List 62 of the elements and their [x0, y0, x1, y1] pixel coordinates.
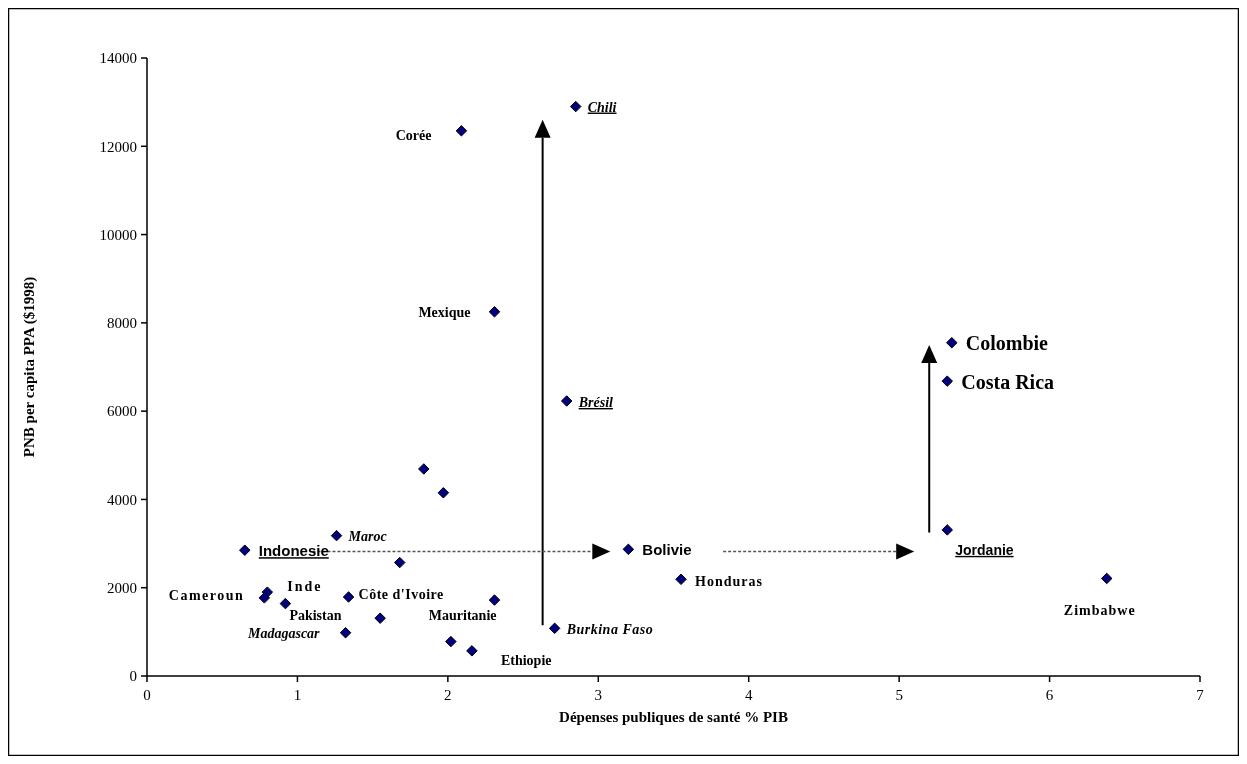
annotation: Ethiopie — [500, 652, 552, 668]
point — [675, 573, 687, 586]
y-tick-label: 2000 — [107, 579, 137, 596]
y-tick-label: 10000 — [99, 226, 137, 243]
annotation: Cameroun — [168, 587, 245, 603]
y-tick-label: 8000 — [107, 315, 137, 332]
point — [548, 622, 561, 635]
annotation: Costa Rica — [961, 371, 1055, 394]
y-tick-label: 12000 — [99, 138, 137, 155]
point — [437, 487, 450, 499]
y-tick-label: 4000 — [107, 491, 137, 508]
point — [258, 592, 271, 604]
point — [941, 524, 954, 536]
annotation: Maroc — [347, 528, 388, 544]
annotation: Jordanie — [955, 541, 1014, 558]
annotation: Honduras — [695, 574, 763, 590]
x-tick-label: 7 — [1196, 687, 1205, 703]
annotation: Zimbabwe — [1063, 603, 1136, 619]
point — [342, 591, 355, 603]
point — [279, 597, 292, 610]
point — [330, 529, 343, 542]
annotation: Mexique — [418, 304, 471, 320]
annotation: Mauritanie — [428, 608, 497, 624]
point — [560, 395, 573, 407]
annotation: Corée — [395, 127, 432, 143]
point — [374, 612, 386, 624]
x-tick-label: 6 — [1045, 687, 1054, 703]
annotation: Pakistan — [289, 607, 342, 623]
y-tick-label: 0 — [129, 668, 137, 685]
annotation: Bolivie — [642, 541, 692, 559]
point — [1100, 572, 1113, 585]
point — [445, 635, 457, 648]
point — [946, 336, 958, 349]
annotation: Inde — [287, 579, 323, 595]
x-tick-label: 0 — [143, 687, 151, 703]
y-tick-label: 14000 — [99, 50, 137, 67]
point — [455, 125, 468, 137]
annotation: Brésil — [577, 394, 614, 410]
annotation: Chili — [587, 99, 617, 115]
x-tick-label: 1 — [293, 687, 302, 703]
x-tick-label: 2 — [444, 687, 452, 703]
annotation: Colombie — [965, 331, 1049, 354]
x-tick-label: 3 — [594, 687, 603, 703]
point — [393, 556, 406, 569]
y-axis-title: PNB per capita PPA ($1998) — [21, 276, 38, 458]
point — [488, 594, 501, 606]
x-tick-label: 4 — [744, 687, 753, 703]
y-tick-label: 6000 — [107, 403, 137, 420]
annotation: Madagascar — [247, 625, 321, 641]
point — [339, 627, 352, 639]
annotation: Indonesie — [258, 542, 329, 560]
point — [622, 543, 635, 556]
x-axis-title: Dépenses publiques de santé % PIB — [559, 709, 788, 725]
annotation: Burkina Faso — [565, 622, 654, 638]
point — [466, 645, 478, 657]
point — [418, 463, 430, 475]
point — [941, 375, 954, 387]
point — [569, 100, 582, 113]
point — [239, 544, 251, 556]
point — [488, 306, 501, 318]
annotation: Côte d'Ivoire — [358, 586, 444, 602]
x-tick-label: 5 — [895, 687, 903, 703]
